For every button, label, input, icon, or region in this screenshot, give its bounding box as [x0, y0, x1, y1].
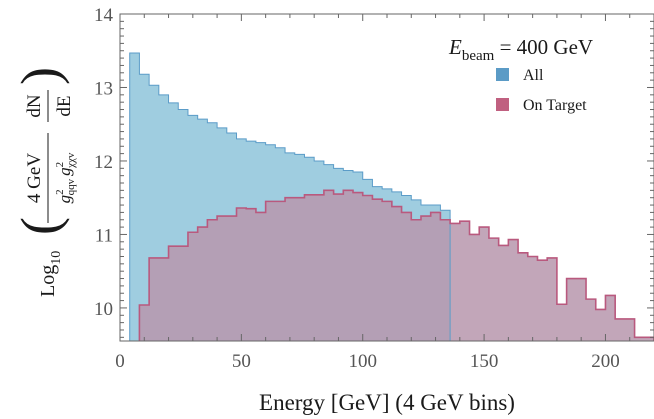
y-axis-label: Log10 ( 4 GeV g2qqvg2χχv dN dE ) [10, 67, 77, 297]
y-tick-label: 11 [95, 225, 113, 246]
y-axis-left-paren: ( [10, 217, 70, 235]
y-axis-dn: dN [24, 94, 45, 118]
y-axis-right-paren: ) [10, 67, 70, 85]
legend-swatch-on-target [496, 98, 509, 111]
y-axis-log-prefix: Log10 [37, 251, 64, 297]
x-axis-ticks: 0 50 100 150 200 [115, 14, 654, 372]
legend: Ebeam = 400 GeV All On Target [448, 35, 593, 114]
x-tick-label: 150 [470, 351, 499, 372]
y-axis-denominator: g2qqvg2χχv [54, 152, 77, 203]
series-all-outline [129, 52, 451, 341]
y-axis-de: dE [54, 95, 75, 116]
y-axis-ticks: 10 11 12 13 14 [94, 5, 654, 338]
y-tick-label: 10 [94, 299, 113, 320]
x-axis-label: Energy [GeV] (4 GeV bins) [259, 390, 515, 415]
y-tick-label: 14 [94, 5, 114, 26]
series-on-target-area [139, 190, 654, 341]
series-on-target-outline [138, 189, 654, 341]
y-tick-label: 12 [94, 152, 113, 173]
x-tick-label: 100 [348, 351, 377, 372]
y-axis-numerator: 4 GeV [24, 153, 45, 203]
legend-title: Ebeam = 400 GeV [448, 35, 593, 64]
y-tick-label: 13 [94, 78, 113, 99]
plot-area [129, 52, 654, 341]
x-tick-label: 50 [232, 351, 251, 372]
legend-swatch-all [496, 68, 509, 81]
x-tick-label: 0 [115, 351, 125, 372]
x-tick-label: 200 [591, 351, 620, 372]
legend-label-on-target: On Target [523, 97, 587, 114]
legend-label-all: All [523, 67, 544, 84]
